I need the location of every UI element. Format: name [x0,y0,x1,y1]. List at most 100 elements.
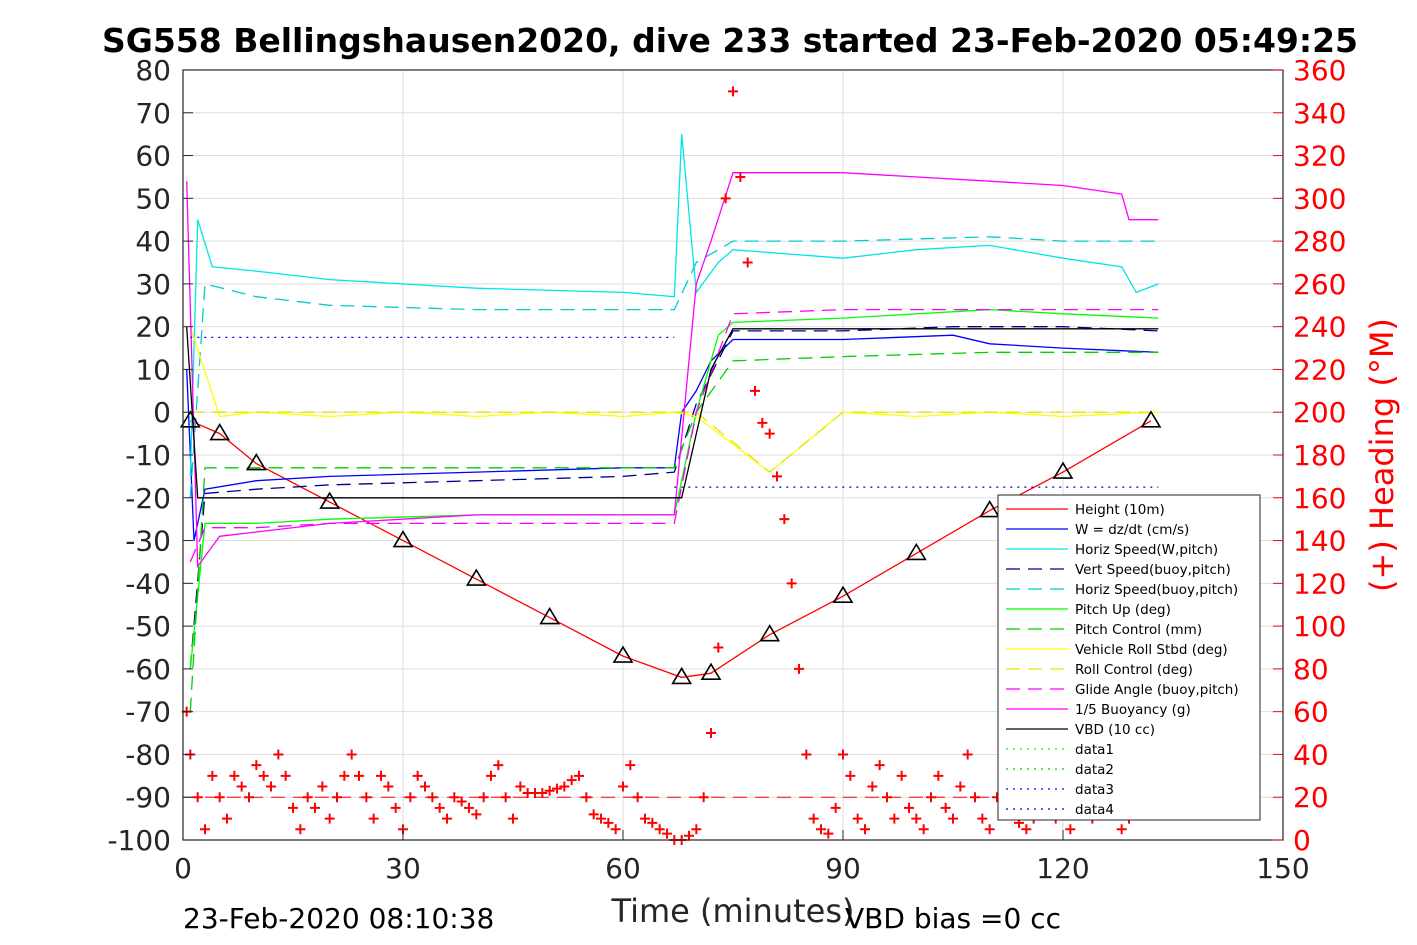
series-line-4 [189,236,1159,498]
y-tick-label: -30 [125,525,171,558]
height-marker [671,666,693,685]
heading-point [588,809,599,820]
legend: Height (10m) W = dz/dt (cm/s) Horiz Speed(… [997,494,1261,821]
y-tick-label: -50 [125,610,171,643]
chart-title: SG558 Bellingshausen2020, dive 233 start… [102,21,1358,60]
heading-point [214,792,225,803]
heading-point [662,828,672,839]
heading-point [508,813,518,824]
series-line-2 [189,134,1159,477]
heading-point [566,775,577,786]
heading-point [192,792,203,803]
series-layer [179,134,1162,798]
legend-label: Vert Speed(buoy,pitch) [1075,562,1231,578]
heading-point [808,813,819,824]
footer-timestamp: 23-Feb-2020 08:10:38 [183,902,494,935]
heading-point [720,193,731,204]
x-tick-label: 30 [385,852,421,885]
legend-label: Horiz Speed(W,pitch) [1075,542,1218,558]
heading-point [728,86,738,97]
heading-point [258,770,269,781]
legend-label: Horiz Speed(buoy,pitch) [1075,582,1238,598]
heading-point [552,783,562,794]
heading-point [852,813,863,824]
heading-point [266,781,276,792]
x-axis: 0 30 60 90 120 150 [174,830,1310,885]
heading-point [830,802,841,813]
heading-point [273,749,284,760]
heading-point [889,813,900,824]
height-marker [319,491,341,509]
heading-point [640,813,650,824]
y-tick-label: -100 [107,824,171,857]
heading-point [339,770,350,781]
y2-tick-label: 220 [1293,353,1346,386]
heading-point [574,770,584,781]
y2-tick-label: 40 [1293,738,1329,771]
series-line-7 [189,326,1159,473]
heading-point [229,770,240,781]
height-marker [245,453,267,471]
heading-point [786,578,797,589]
legend-label: Vehicle Roll Stbd (deg) [1075,642,1228,658]
y-tick-label: 0 [153,396,171,429]
heading-point [882,792,892,803]
heading-point [361,792,372,803]
heading-point [970,792,980,803]
heading-point [544,785,555,796]
x-tick-label: 150 [1256,852,1309,885]
y2-axis-label: (+) Heading (°M) [1363,318,1401,592]
heading-point [200,824,210,835]
y2-tick-label: 100 [1293,610,1346,643]
heading-point [1065,824,1076,835]
height-marker [700,662,722,680]
x-tick-label: 90 [825,852,861,885]
heading-point [984,824,995,835]
height-marker [179,410,201,428]
series-line-0 [190,420,1152,679]
heading-point [706,728,716,739]
heading-point [324,813,335,824]
heading-point [772,471,782,482]
heading-point [581,792,592,803]
height-marker [832,585,854,603]
y-tick-label: -40 [125,567,171,600]
heading-point [478,792,489,803]
y2-tick-label: 140 [1293,525,1346,558]
heading-point [244,792,254,803]
heading-point [383,781,394,792]
height-marker [392,530,414,548]
heading-point [559,781,570,792]
y2-tick-label: 80 [1293,653,1329,686]
heading-point [845,770,856,781]
heading-point [442,813,452,824]
y2-tick-label: 200 [1293,396,1346,429]
y-tick-label: 30 [135,268,171,301]
heading-point [1021,824,1032,835]
y2-tick-label: 280 [1293,225,1346,258]
heading-point [346,749,357,760]
heading-point [471,809,482,820]
heading-point [332,792,342,803]
heading-point [779,514,790,525]
legend-label: Height (10m) [1075,502,1165,518]
heading-point [816,824,826,835]
y-tick-label: -80 [125,738,171,771]
heading-point [735,171,746,182]
heading-point [860,824,870,835]
heading-point [977,813,988,824]
legend-label: Glide Angle (buoy,pitch) [1075,682,1239,698]
y-tick-label: 70 [135,97,171,130]
heading-point [1116,824,1127,835]
heading-point [302,792,313,803]
heading-point [420,781,430,792]
heading-point [684,830,694,841]
heading-point [596,813,606,824]
heading-point [691,824,702,835]
series-line-10 [186,172,1159,569]
heading-point [295,824,306,835]
y2-tick-label: 60 [1293,696,1329,729]
y2-tick-label: 180 [1293,439,1346,472]
heading-point [317,781,328,792]
